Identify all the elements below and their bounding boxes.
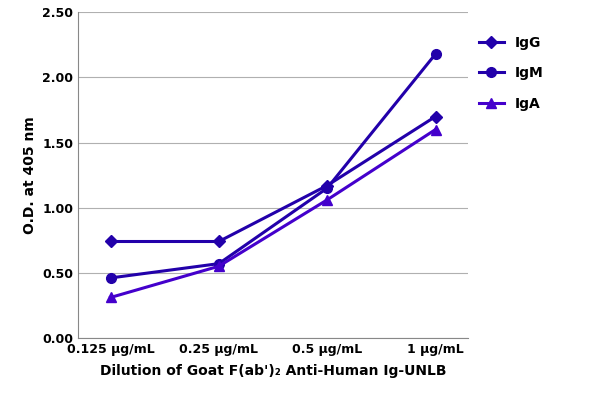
Line: IgM: IgM: [106, 49, 440, 283]
IgA: [215, 264, 223, 269]
IgG: [432, 114, 439, 119]
Line: IgA: IgA: [106, 125, 440, 302]
IgG: [215, 239, 223, 244]
Y-axis label: O.D. at 405 nm: O.D. at 405 nm: [23, 116, 37, 234]
X-axis label: Dilution of Goat F(ab')₂ Anti-Human Ig-UNLB: Dilution of Goat F(ab')₂ Anti-Human Ig-U…: [100, 364, 446, 378]
IgG: [323, 183, 331, 188]
IgA: [323, 197, 331, 202]
IgM: [215, 261, 223, 266]
IgA: [432, 127, 439, 132]
Legend: IgG, IgM, IgA: IgG, IgM, IgA: [479, 35, 544, 111]
IgA: [107, 295, 114, 300]
Line: IgG: IgG: [106, 112, 440, 246]
IgM: [323, 186, 331, 191]
IgM: [432, 52, 439, 56]
IgM: [107, 276, 114, 281]
IgG: [107, 239, 114, 244]
